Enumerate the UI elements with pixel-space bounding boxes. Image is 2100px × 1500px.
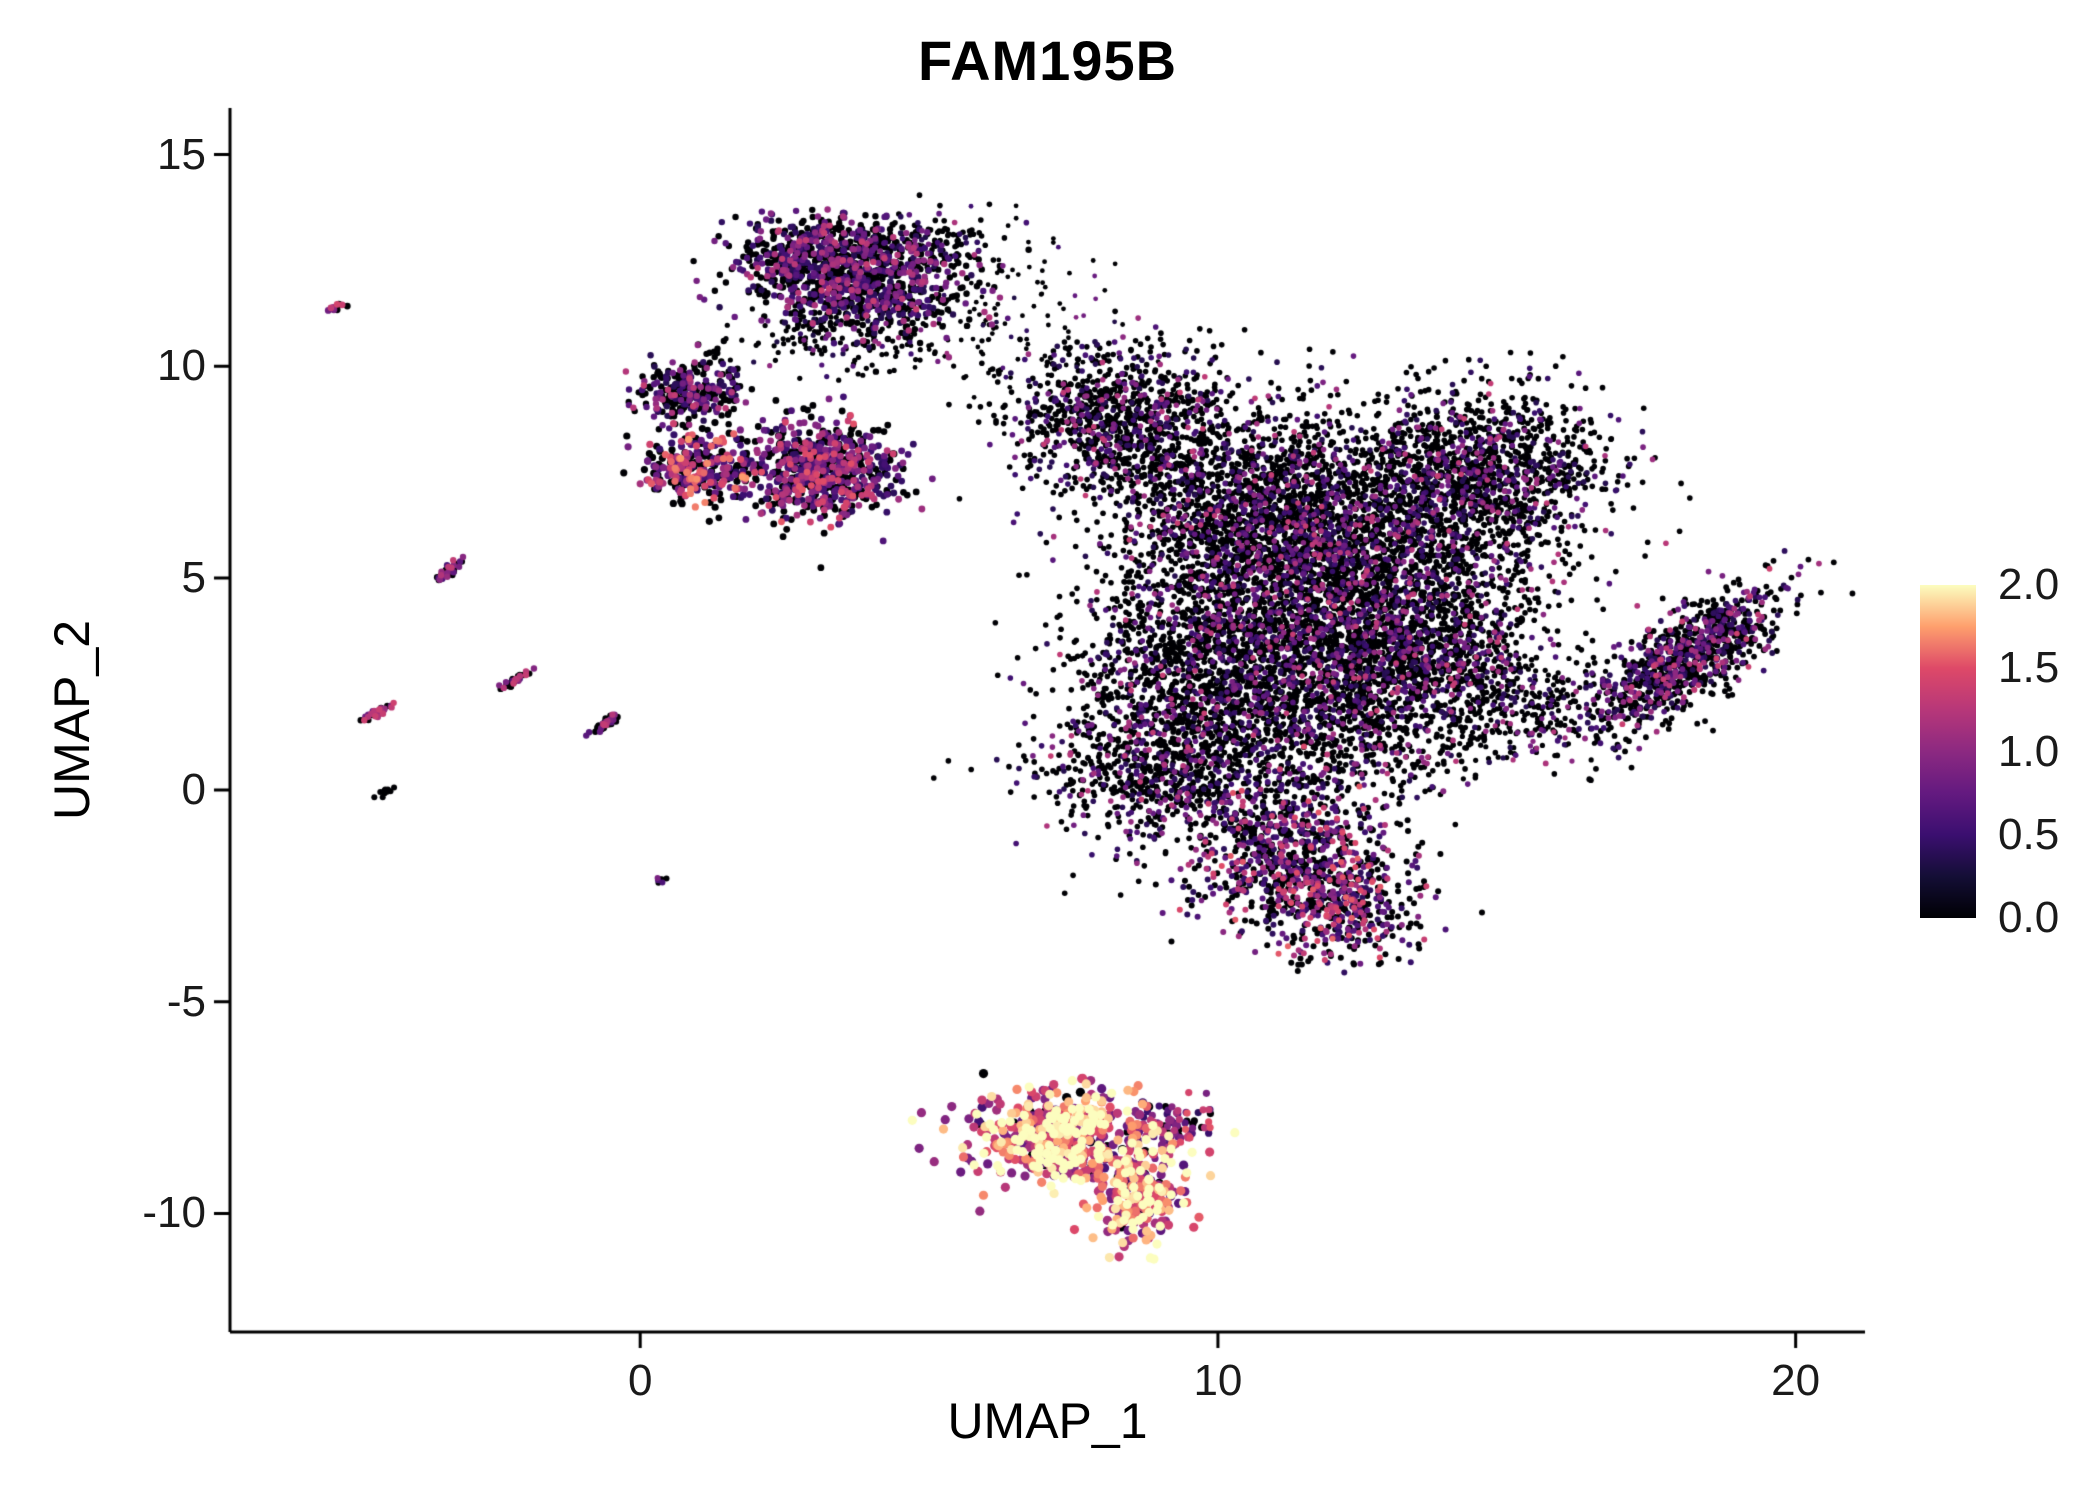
y-tick-label: -5: [166, 976, 206, 1026]
y-tick-label: 0: [181, 764, 206, 814]
colorbar-tick-label: 0.0: [1998, 893, 2060, 942]
colorbar-tick-label: 2.0: [1998, 560, 2060, 609]
y-tick-label: 15: [157, 129, 206, 179]
y-tick-label: -10: [142, 1188, 206, 1238]
colorbar-tick-label: 0.5: [1998, 809, 2060, 859]
x-tick-label: 0: [627, 1356, 653, 1405]
x-tick-label: 10: [1193, 1356, 1243, 1405]
y-tick-label: 5: [181, 553, 206, 603]
colorbar-gradient: [1920, 585, 1976, 918]
plot-title: FAM195B: [917, 29, 1178, 92]
x-axis-label: UMAP_1: [947, 1393, 1148, 1449]
colorbar-tick-label: 1.0: [1998, 726, 2060, 776]
x-tick-label: 20: [1771, 1356, 1821, 1405]
y-tick-label: 10: [157, 341, 206, 391]
colorbar-tick-label: 1.5: [1998, 643, 2060, 693]
